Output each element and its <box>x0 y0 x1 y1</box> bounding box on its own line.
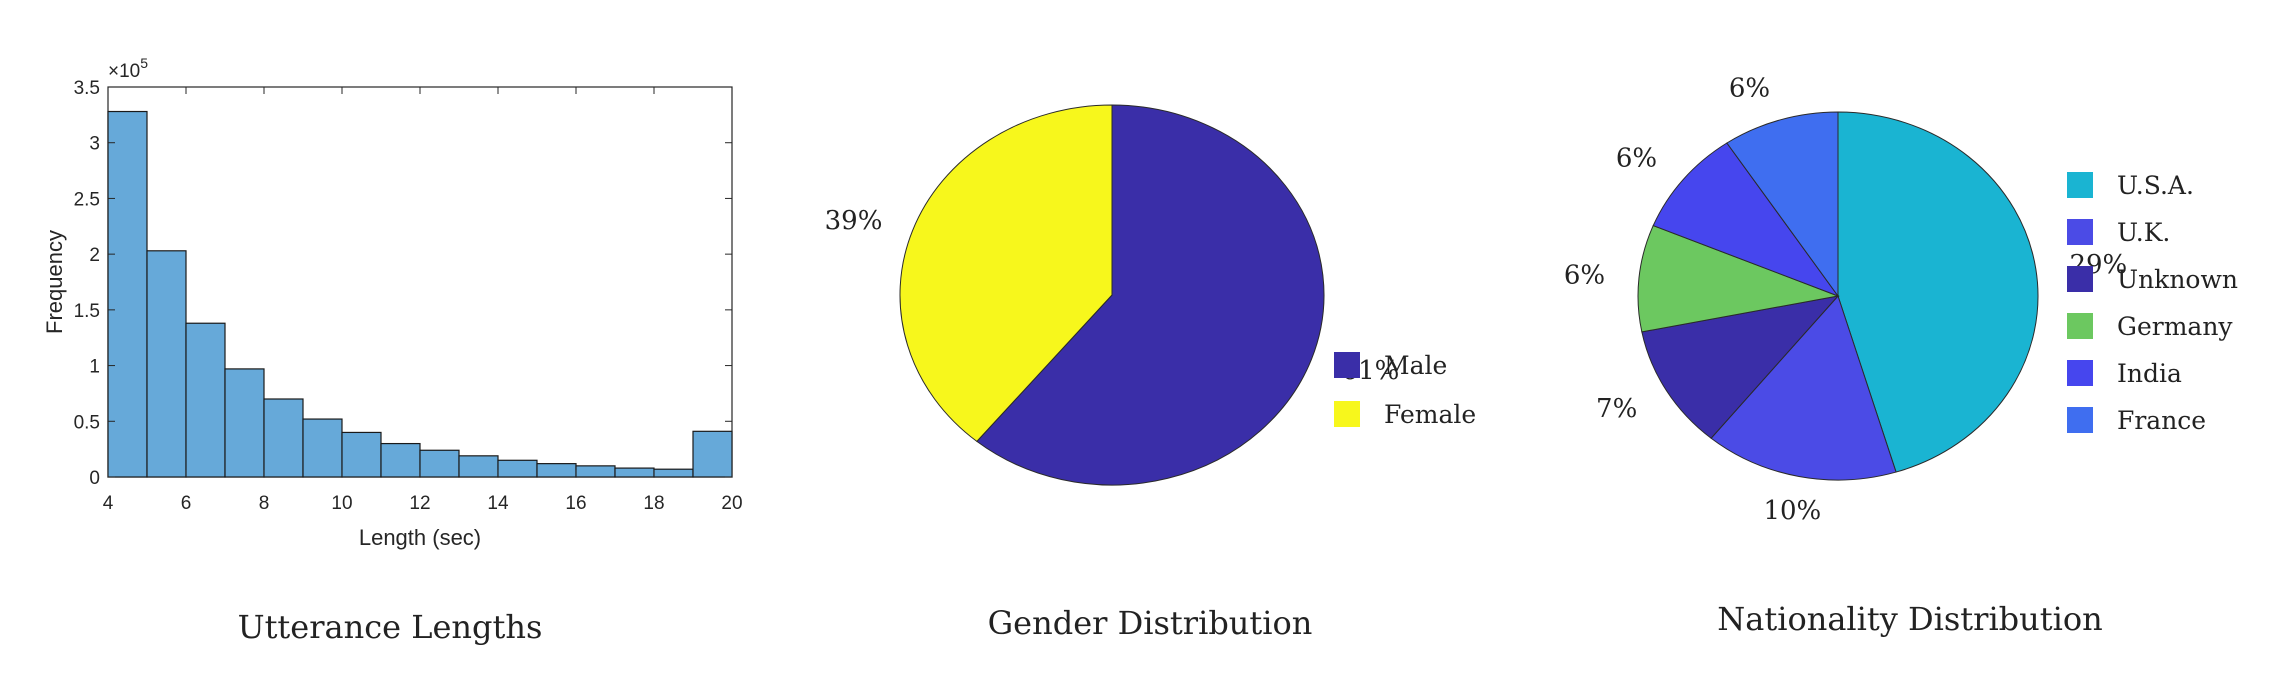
pie-slice <box>1641 295 1840 439</box>
pie-percent-label: 6% <box>1564 261 1605 291</box>
histogram-x-ticks: 4 6 8 10 12 14 16 18 20 <box>103 87 743 514</box>
histogram-bar <box>536 463 577 478</box>
nationality-legend: U.S.A. U.K. Unknown Germany India France <box>2067 171 2238 435</box>
legend-label: Unknown <box>2117 265 2238 294</box>
histogram-bar <box>341 431 382 478</box>
x-tick-label: 8 <box>259 493 270 514</box>
pie-slice <box>1637 224 1840 333</box>
x-tick-label: 18 <box>643 493 664 514</box>
y-tick-label: 2.5 <box>74 189 100 210</box>
y-tick-label: 2 <box>89 245 100 266</box>
legend-swatch <box>2067 172 2093 198</box>
legend-label: U.S.A. <box>2117 171 2194 200</box>
legend-swatch <box>1334 352 1360 378</box>
nationality-pie-slices <box>1637 111 2039 481</box>
gender-pie-slices <box>899 104 1325 486</box>
legend-swatch <box>1334 401 1360 427</box>
legend-label: Male <box>1384 351 1447 380</box>
nationality-pie-labels: 29%10%7%6%6%6% <box>1564 73 2127 525</box>
histogram-bar <box>458 455 499 478</box>
pie-slice <box>1652 142 1840 298</box>
legend-label: Female <box>1384 400 1476 429</box>
pie-percent-label: 10% <box>1763 496 1821 526</box>
legend-label: Germany <box>2117 312 2233 341</box>
histogram-bar <box>380 442 421 478</box>
histogram-y-label: Frequency <box>42 230 67 334</box>
histogram-bar <box>692 430 733 478</box>
pie-slice <box>1726 111 1839 298</box>
gender-legend: Male Female <box>1334 351 1476 429</box>
pie-percent-label: 39% <box>825 206 883 236</box>
histogram-bar <box>653 468 694 478</box>
histogram-bar <box>263 398 304 478</box>
x-tick-label: 4 <box>103 493 114 514</box>
histogram-bar <box>497 459 538 478</box>
y-tick-label: 1.5 <box>74 301 100 322</box>
histogram-y-ticks: 0 0.5 1 1.5 2 2.5 3 3.5 <box>74 78 732 489</box>
pie-slice <box>899 104 1113 443</box>
histogram-bar <box>575 465 616 478</box>
legend-swatch <box>2067 219 2093 245</box>
y-tick-label: 3 <box>89 134 100 155</box>
histogram-caption: Utterance Lengths <box>238 608 543 646</box>
nationality-caption: Nationality Distribution <box>1717 600 2102 638</box>
y-scale-factor: ×105 <box>108 55 148 82</box>
histogram-panel: 4 6 8 10 12 14 16 18 20 0 0.5 1 1.5 2 2.5 3 3.5 ×105 Le… <box>42 55 743 646</box>
legend-label: India <box>2117 359 2182 388</box>
legend-swatch <box>2067 360 2093 386</box>
legend-swatch <box>2067 407 2093 433</box>
y-tick-label: 0.5 <box>74 412 100 433</box>
histogram-bar <box>302 418 343 478</box>
histogram-bars <box>107 110 733 478</box>
legend-swatch <box>2067 266 2093 292</box>
pie-slice <box>1710 295 1897 481</box>
y-tick-label: 0 <box>89 468 100 489</box>
histogram-bar <box>146 250 187 478</box>
y-tick-label: 3.5 <box>74 78 100 99</box>
histogram-x-label: Length (sec) <box>359 525 481 550</box>
legend-label: France <box>2117 406 2206 435</box>
histogram-bar <box>107 110 148 478</box>
pie-percent-label: 6% <box>1616 144 1657 174</box>
histogram-bar <box>419 449 460 478</box>
histogram-bar <box>614 467 655 478</box>
pie-percent-label: 6% <box>1729 73 1770 103</box>
pie-slice <box>1837 111 2039 473</box>
histogram-bar <box>185 322 226 478</box>
pie-percent-label: 7% <box>1596 394 1637 424</box>
histogram-bar <box>224 368 265 478</box>
pie-slice <box>976 104 1325 486</box>
legend-label: U.K. <box>2117 218 2170 247</box>
x-tick-label: 20 <box>721 493 742 514</box>
gender-caption: Gender Distribution <box>988 604 1313 642</box>
legend-swatch <box>2067 313 2093 339</box>
x-tick-label: 10 <box>331 493 352 514</box>
y-tick-label: 1 <box>89 357 100 378</box>
x-tick-label: 14 <box>487 493 509 514</box>
x-tick-label: 16 <box>565 493 586 514</box>
nationality-pie-panel: 29%10%7%6%6%6% U.S.A.U.K.UnknownGermanyI… <box>1564 73 2238 638</box>
x-tick-label: 6 <box>181 493 192 514</box>
x-tick-label: 12 <box>409 493 430 514</box>
